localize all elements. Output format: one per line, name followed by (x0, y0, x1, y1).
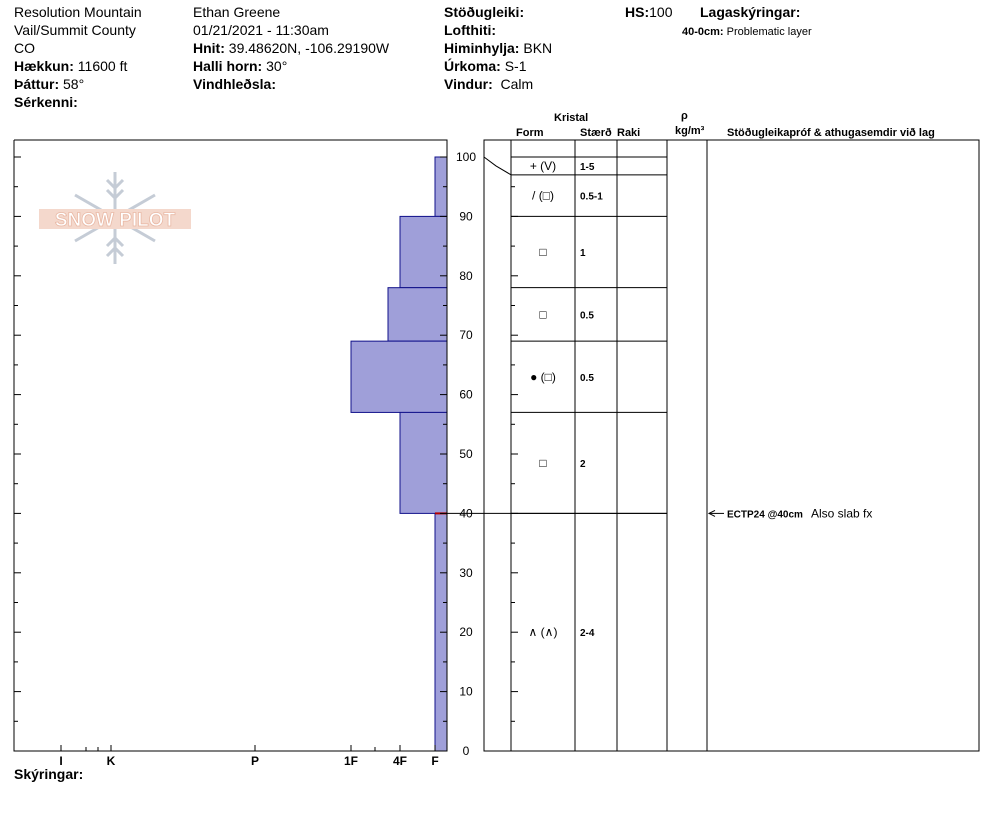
chart-frames (13, 139, 980, 752)
coords-label: Hnit: (193, 40, 225, 56)
hardness-bar (387, 287, 448, 342)
wind: Vindur: Calm (444, 76, 533, 92)
depth-tick-label: 100 (456, 150, 476, 164)
layer-size: 0.5-1 (580, 192, 603, 203)
slope-angle: Halli horn: 30° (193, 58, 287, 74)
crystal-header: Kristal (554, 112, 589, 124)
test-arrow-head (707, 509, 716, 517)
table-frame (483, 139, 980, 752)
depth-tick-label: 30 (459, 566, 473, 580)
layer-form: □ (539, 245, 546, 259)
layer-form: ∧ (∧) (529, 625, 558, 639)
notes-label: Skýringar: (14, 766, 84, 782)
hardness-frame (13, 139, 448, 752)
depth-tick-label: 80 (459, 269, 473, 283)
sky-value: BKN (523, 40, 553, 56)
layer-form: □ (539, 307, 546, 321)
features-label: Sérkenni: (14, 94, 78, 110)
observer-name: Ethan Greene (193, 4, 281, 20)
layer-connector (483, 156, 512, 176)
form-header: Form (516, 127, 544, 139)
depth-tick-label: 90 (459, 209, 473, 223)
slope-label: Halli horn: (193, 58, 263, 74)
location-state: CO (14, 40, 35, 56)
hs-label: HS: (625, 4, 650, 20)
size-header: Stærð (580, 127, 612, 139)
coords-value: 39.48620N, -106.29190W (228, 40, 390, 56)
layer-size: 2-4 (580, 628, 595, 639)
rho-header: ρ (681, 110, 688, 122)
hardness-tick-label: F (431, 754, 438, 768)
layer-form: □ (539, 456, 546, 470)
hardness-tick-label: 4F (393, 754, 407, 768)
precip-value: S-1 (504, 58, 527, 74)
hardness-axis: I K P 1F 4F F (59, 745, 439, 768)
layer-size: 0.5 (580, 373, 594, 384)
sky-label: Himinhylja: (444, 40, 520, 56)
wind-label: Vindur: (444, 76, 493, 92)
hs-value: 100 (649, 4, 673, 20)
layer-note: 40-0cm: Problematic layer (682, 24, 812, 40)
layer-size: 1-5 (580, 162, 595, 173)
layer-note-depth: 40-0cm: (682, 26, 724, 38)
precip-label: Úrkoma: (444, 58, 501, 74)
aspect-value: 58° (63, 76, 85, 92)
hardness-tick-label: 1F (344, 754, 358, 768)
test-comment: Also slab fx (811, 506, 872, 520)
elevation-value: 11600 ft (77, 58, 128, 74)
layer-notes-label: Lagaskýringar: (700, 4, 801, 20)
elevation-label: Hækkun: (14, 58, 74, 74)
sky-cover: Himinhylja: BKN (444, 40, 552, 56)
layer-form: + (V) (530, 159, 556, 173)
density-unit-header: kg/m³ (675, 125, 705, 137)
hardness-tick-label: P (251, 754, 259, 768)
hardness-profile (350, 156, 448, 752)
layer-note-text: Problematic layer (726, 26, 812, 38)
wind-value: Calm (500, 76, 534, 92)
elevation: Hækkun: 11600 ft (14, 58, 127, 74)
wind-loading-label: Vindhleðsla: (193, 76, 276, 92)
hardness-bar (399, 215, 448, 289)
location-region: Vail/Summit County (14, 22, 136, 38)
hs: HS:100 (625, 4, 672, 20)
tests-header: Stöðugleikapróf & athugasemdir við lag (727, 127, 935, 139)
observation-datetime: 01/21/2021 - 11:30am (193, 22, 329, 38)
hardness-bar (399, 411, 448, 514)
layer-form: ● (□) (530, 370, 556, 384)
hardness-bar (350, 340, 448, 413)
layer-form: / (□) (532, 189, 554, 203)
precipitation: Úrkoma: S-1 (444, 58, 526, 74)
location-name: Resolution Mountain (14, 4, 142, 20)
depth-tick-label: 50 (459, 447, 473, 461)
depth-tick-label: 70 (459, 328, 473, 342)
stability-tests: ECTP24 @40cm Also slab fx (447, 506, 872, 520)
depth-tick-label: 10 (459, 685, 473, 699)
aspect: Þáttur: 58° (14, 76, 84, 92)
layer-size: 0.5 (580, 310, 594, 321)
slope-value: 30° (266, 58, 288, 74)
layer-size: 1 (580, 248, 586, 259)
aspect-label: Þáttur: (14, 76, 60, 92)
depth-tick-label: 20 (459, 625, 473, 639)
hardness-tick-label: I (59, 754, 62, 768)
coordinates: Hnit: 39.48620N, -106.29190W (193, 40, 389, 56)
stability-label: Stöðugleiki: (444, 4, 525, 20)
depth-tick-label: 0 (463, 744, 470, 758)
test-result: ECTP24 @40cm (727, 509, 803, 520)
moisture-header: Raki (617, 127, 641, 139)
depth-tick-label: 60 (459, 388, 473, 402)
layer-size: 2 (580, 459, 586, 470)
hardness-tick-label: K (107, 754, 116, 768)
air-temp-label: Lofthiti: (444, 22, 497, 38)
